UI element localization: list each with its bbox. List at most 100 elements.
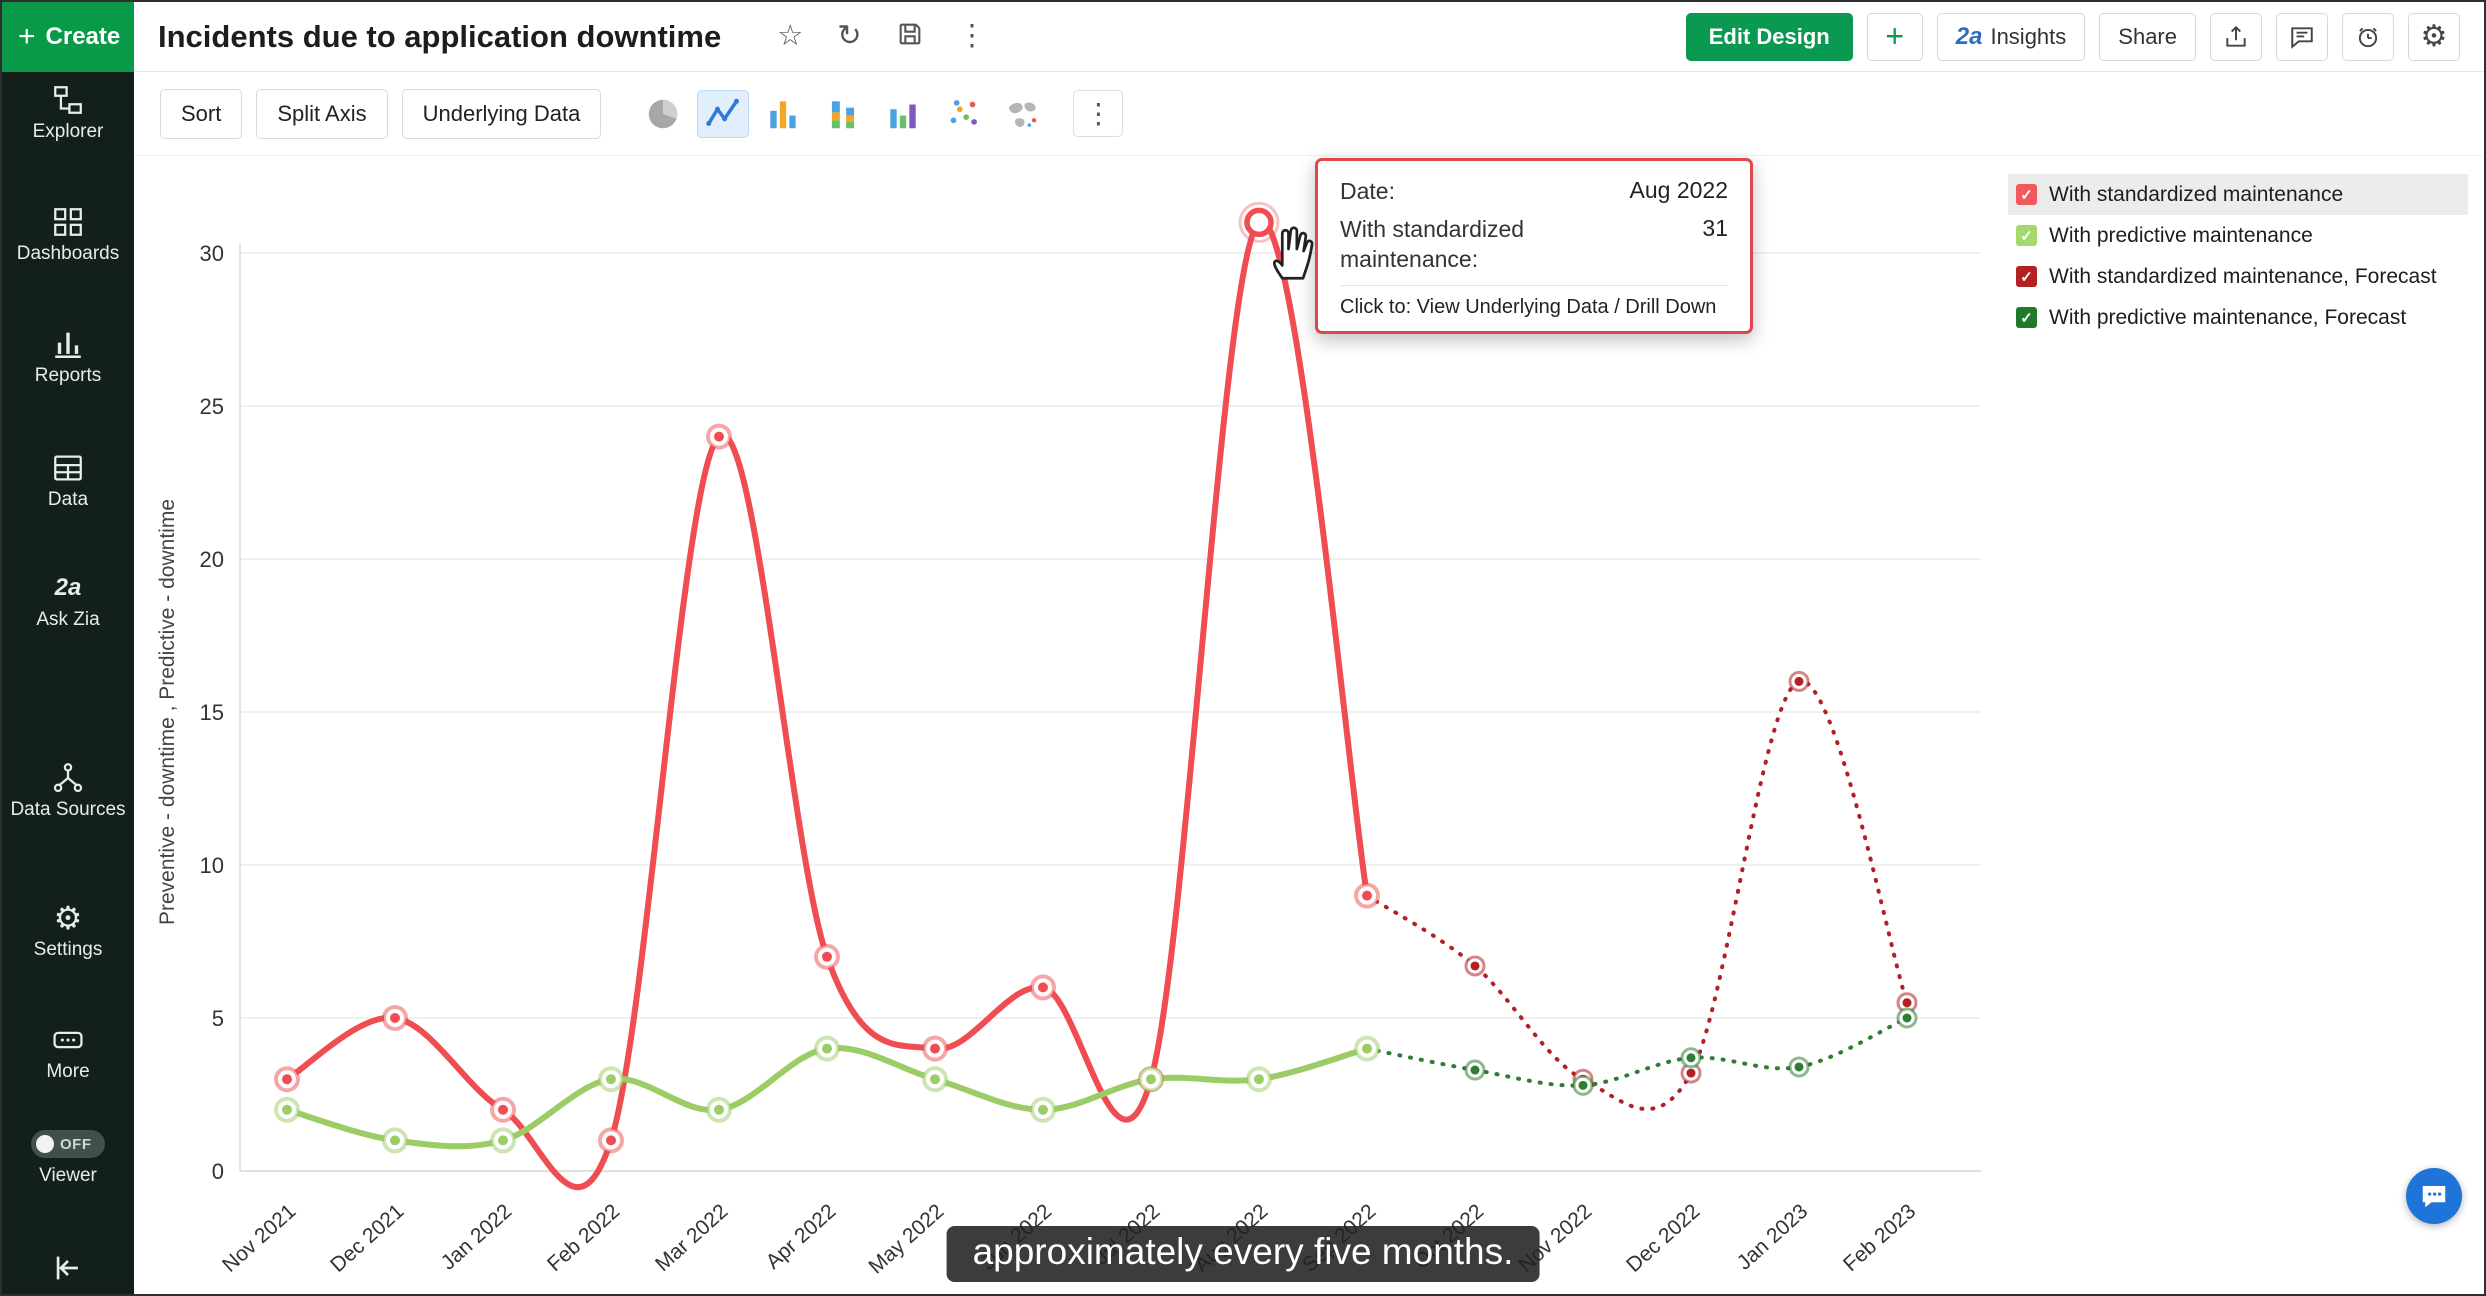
sidebar-item-label: Explorer bbox=[32, 121, 104, 142]
legend-item[interactable]: ✓ With standardized maintenance, Forecas… bbox=[2008, 256, 2468, 297]
combo-chart-icon[interactable] bbox=[877, 90, 929, 138]
data-table-icon bbox=[2, 448, 134, 488]
sidebar: + Create Explorer Dashboards Reports bbox=[2, 2, 134, 1294]
toggle-knob bbox=[36, 1135, 54, 1153]
toggle-off-label: OFF bbox=[60, 1135, 92, 1153]
zia-icon: 2a bbox=[54, 574, 82, 601]
video-caption: approximately every five months. bbox=[946, 1226, 1540, 1282]
split-axis-button[interactable]: Split Axis bbox=[256, 88, 388, 139]
sidebar-item-label: Reports bbox=[34, 365, 102, 386]
svg-text:Nov 2021: Nov 2021 bbox=[218, 1200, 300, 1277]
sidebar-item-data[interactable]: Data bbox=[2, 448, 134, 512]
toolbar-more-icon[interactable]: ⋮ bbox=[1073, 90, 1124, 137]
insights-button[interactable]: 2a Insights bbox=[1936, 12, 2086, 61]
save-icon[interactable] bbox=[896, 20, 924, 54]
svg-text:10: 10 bbox=[200, 853, 224, 878]
sidebar-collapse[interactable] bbox=[2, 1248, 134, 1288]
sidebar-item-label: Data bbox=[47, 489, 89, 510]
sidebar-item-label: Dashboards bbox=[16, 243, 120, 264]
create-label: Create bbox=[45, 23, 121, 50]
pie-chart-icon[interactable] bbox=[637, 90, 689, 138]
svg-text:Feb 2022: Feb 2022 bbox=[543, 1200, 624, 1276]
stacked-bar-chart-icon[interactable] bbox=[817, 90, 869, 138]
data-sources-icon bbox=[2, 758, 134, 798]
sidebar-item-more[interactable]: More bbox=[2, 1020, 134, 1084]
underlying-data-button[interactable]: Underlying Data bbox=[401, 88, 602, 139]
chart-legend: ✓ With standardized maintenance ✓ With p… bbox=[2008, 174, 2468, 338]
line-chart-icon[interactable] bbox=[697, 89, 750, 138]
edit-design-button[interactable]: Edit Design bbox=[1685, 12, 1853, 61]
page-title: Incidents due to application downtime bbox=[158, 18, 722, 54]
comment-icon bbox=[2291, 26, 2313, 49]
share-button[interactable]: Share bbox=[2099, 12, 2196, 61]
gear-icon: ⚙ bbox=[53, 900, 83, 936]
insights-label: Insights bbox=[1990, 23, 2067, 49]
svg-text:Apr 2022: Apr 2022 bbox=[762, 1200, 841, 1274]
svg-text:25: 25 bbox=[200, 394, 224, 419]
legend-check-icon: ✓ bbox=[2016, 225, 2037, 246]
gear-icon: ⚙ bbox=[2420, 20, 2448, 53]
tooltip-date-label: Date: bbox=[1340, 178, 1395, 204]
svg-text:Jan 2022: Jan 2022 bbox=[437, 1200, 517, 1275]
refresh-icon[interactable]: ↻ bbox=[837, 20, 862, 52]
svg-text:Jan 2023: Jan 2023 bbox=[1733, 1200, 1813, 1275]
sort-button[interactable]: Sort bbox=[160, 88, 243, 139]
datapoint-tooltip: Date: Aug 2022 With standardized mainten… bbox=[1315, 158, 1753, 334]
svg-text:Dec 2022: Dec 2022 bbox=[1622, 1200, 1704, 1277]
map-chart-icon[interactable] bbox=[997, 90, 1049, 138]
legend-item[interactable]: ✓ With standardized maintenance bbox=[2008, 174, 2468, 215]
more-dots-icon bbox=[2, 1020, 134, 1060]
sidebar-item-reports[interactable]: Reports bbox=[2, 324, 134, 388]
reports-icon bbox=[2, 324, 134, 364]
tooltip-series-value: 31 bbox=[1702, 214, 1728, 241]
add-button[interactable]: + bbox=[1866, 12, 1923, 61]
alerts-button[interactable] bbox=[2342, 12, 2394, 61]
sidebar-item-label: Settings bbox=[33, 939, 103, 960]
chart-type-selector bbox=[637, 89, 1049, 138]
bar-chart-icon[interactable] bbox=[757, 90, 809, 138]
settings-button[interactable]: ⚙ bbox=[2408, 12, 2460, 61]
svg-text:5: 5 bbox=[212, 1006, 224, 1031]
dashboards-icon bbox=[2, 202, 134, 242]
sidebar-item-data-sources[interactable]: Data Sources bbox=[2, 758, 134, 822]
legend-check-icon: ✓ bbox=[2016, 184, 2037, 205]
tooltip-series-label: With standardized maintenance: bbox=[1340, 215, 1525, 272]
scatter-chart-icon[interactable] bbox=[937, 90, 989, 138]
zia-insights-icon: 2a bbox=[1955, 22, 1983, 50]
explorer-icon bbox=[2, 80, 134, 120]
chart-toolbar: Sort Split Axis Underlying Data bbox=[134, 72, 2484, 156]
chart-area: 0 5 10 15 20 25 30 Preventive - downtime , Pred… bbox=[134, 156, 2484, 1294]
more-options-icon[interactable]: ⋮ bbox=[957, 20, 987, 52]
header-actions: Edit Design + 2a Insights Share ⚙ bbox=[1685, 12, 2460, 61]
svg-text:Feb 2023: Feb 2023 bbox=[1839, 1200, 1920, 1276]
sidebar-item-viewer: OFF Viewer bbox=[2, 1130, 134, 1188]
viewer-toggle[interactable]: OFF bbox=[31, 1130, 105, 1158]
export-button[interactable] bbox=[2210, 12, 2262, 61]
svg-text:Mar 2022: Mar 2022 bbox=[651, 1200, 732, 1276]
hand-cursor-icon bbox=[1273, 226, 1314, 280]
sidebar-item-dashboards[interactable]: Dashboards bbox=[2, 202, 134, 266]
create-button[interactable]: + Create bbox=[2, 2, 134, 72]
sidebar-item-label: More bbox=[46, 1061, 90, 1082]
svg-text:15: 15 bbox=[200, 700, 224, 725]
sidebar-item-explorer[interactable]: Explorer bbox=[2, 80, 134, 144]
plus-icon: + bbox=[18, 20, 36, 53]
svg-text:May 2022: May 2022 bbox=[864, 1200, 948, 1279]
tooltip-drilldown-hint[interactable]: Click to: View Underlying Data / Drill D… bbox=[1340, 295, 1717, 318]
collapse-arrow-icon bbox=[2, 1248, 134, 1288]
chat-help-bubble[interactable] bbox=[2406, 1168, 2462, 1224]
tooltip-date-value: Aug 2022 bbox=[1629, 177, 1728, 203]
legend-item[interactable]: ✓ With predictive maintenance bbox=[2008, 215, 2468, 256]
svg-text:20: 20 bbox=[200, 547, 224, 572]
sidebar-item-ask-zia[interactable]: 2a Ask Zia bbox=[2, 568, 134, 632]
sidebar-item-label: Viewer bbox=[39, 1165, 97, 1186]
sidebar-item-label: Data Sources bbox=[10, 799, 126, 820]
svg-text:Preventive - downtime , Predic: Preventive - downtime , Predictive - dow… bbox=[156, 499, 179, 925]
comments-button[interactable] bbox=[2276, 12, 2328, 61]
sidebar-item-settings[interactable]: ⚙ Settings bbox=[2, 898, 134, 962]
svg-text:30: 30 bbox=[200, 241, 224, 266]
legend-item[interactable]: ✓ With predictive maintenance, Forecast bbox=[2008, 297, 2468, 338]
favorite-star-icon[interactable]: ☆ bbox=[777, 20, 804, 52]
sidebar-item-label: Ask Zia bbox=[36, 609, 100, 630]
